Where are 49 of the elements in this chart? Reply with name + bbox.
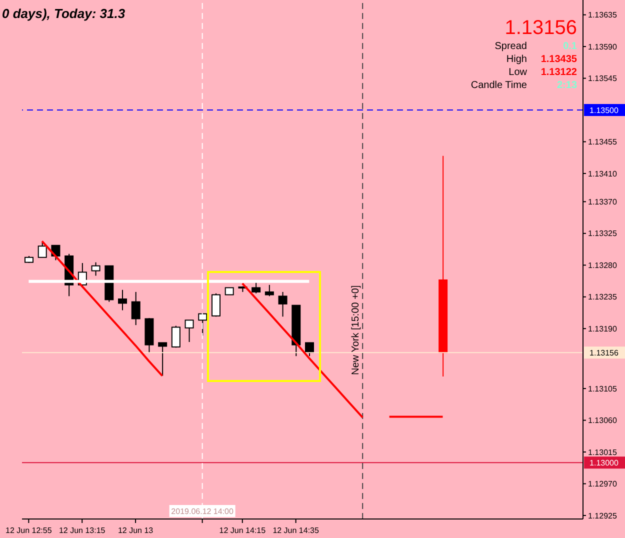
candlestick [212,292,220,318]
text: 0 days), Today: 31.3 [2,6,126,21]
y-tick-label: 1.13105 [588,384,618,394]
annotation: 2:13 [556,79,577,92]
annotation: 0.1 [562,40,577,53]
candlestick [91,262,100,276]
y-tick-label: 1.13060 [588,416,618,426]
candlestick [118,289,127,311]
candlestick [184,320,194,343]
y-tick-label: 1.12970 [588,480,618,489]
candlestick [158,342,168,376]
y-tick-label: 1.13590 [588,42,618,52]
y-tick-label: 1.13455 [588,138,618,147]
x-tick-label: 12 Jun 13:15 [58,526,106,535]
ref-line-label: 1.13156 [590,348,620,358]
y-tick-label: 1.13545 [588,74,618,84]
y-tick-label: 1.13190 [588,324,618,334]
y-tick-label: 1.13635 [588,10,618,20]
y-tick-label: 1.12925 [588,511,618,520]
candlestick [278,291,288,318]
x-tick-label: 12 Jun 14:15 [219,526,266,535]
y-tick-label: 1.13325 [588,229,618,238]
annotation: 1.13435 [540,53,577,66]
annotation: Candle Time [470,80,527,91]
ref-line-label: 1.13000 [590,458,620,468]
candlestick [38,241,47,258]
candlestick [264,284,274,297]
annotation: High [506,54,527,65]
line-series [241,282,364,418]
y-tick-label: 1.13280 [588,260,618,270]
candlestick [131,291,140,326]
y-tick-label: 1.13015 [588,448,618,457]
candlestick [171,325,180,348]
x-tick-label: 12 Jun 12:55 [6,526,52,535]
line-series [41,240,164,377]
annotation: 1.13156 [504,16,577,40]
candlestick [305,342,314,357]
x-tick-label: 12 Jun 14:35 [272,526,320,535]
y-tick-label: 1.13235 [588,292,618,302]
x-tick-label: 2019.06.12 14:00 [171,507,234,516]
x-tick-label: 12 Jun 13 [118,526,154,535]
ref-line-label: 1.13500 [590,106,620,116]
y-tick-label: 1.13410 [588,169,618,178]
y-tick-label: 1.13370 [588,198,618,207]
annotation: 1.13122 [540,66,577,79]
annotation: Spread [494,41,527,52]
candlestick [252,282,261,294]
annotation: Low [508,67,527,78]
annotation: New York [15:00 +0] [350,284,362,375]
